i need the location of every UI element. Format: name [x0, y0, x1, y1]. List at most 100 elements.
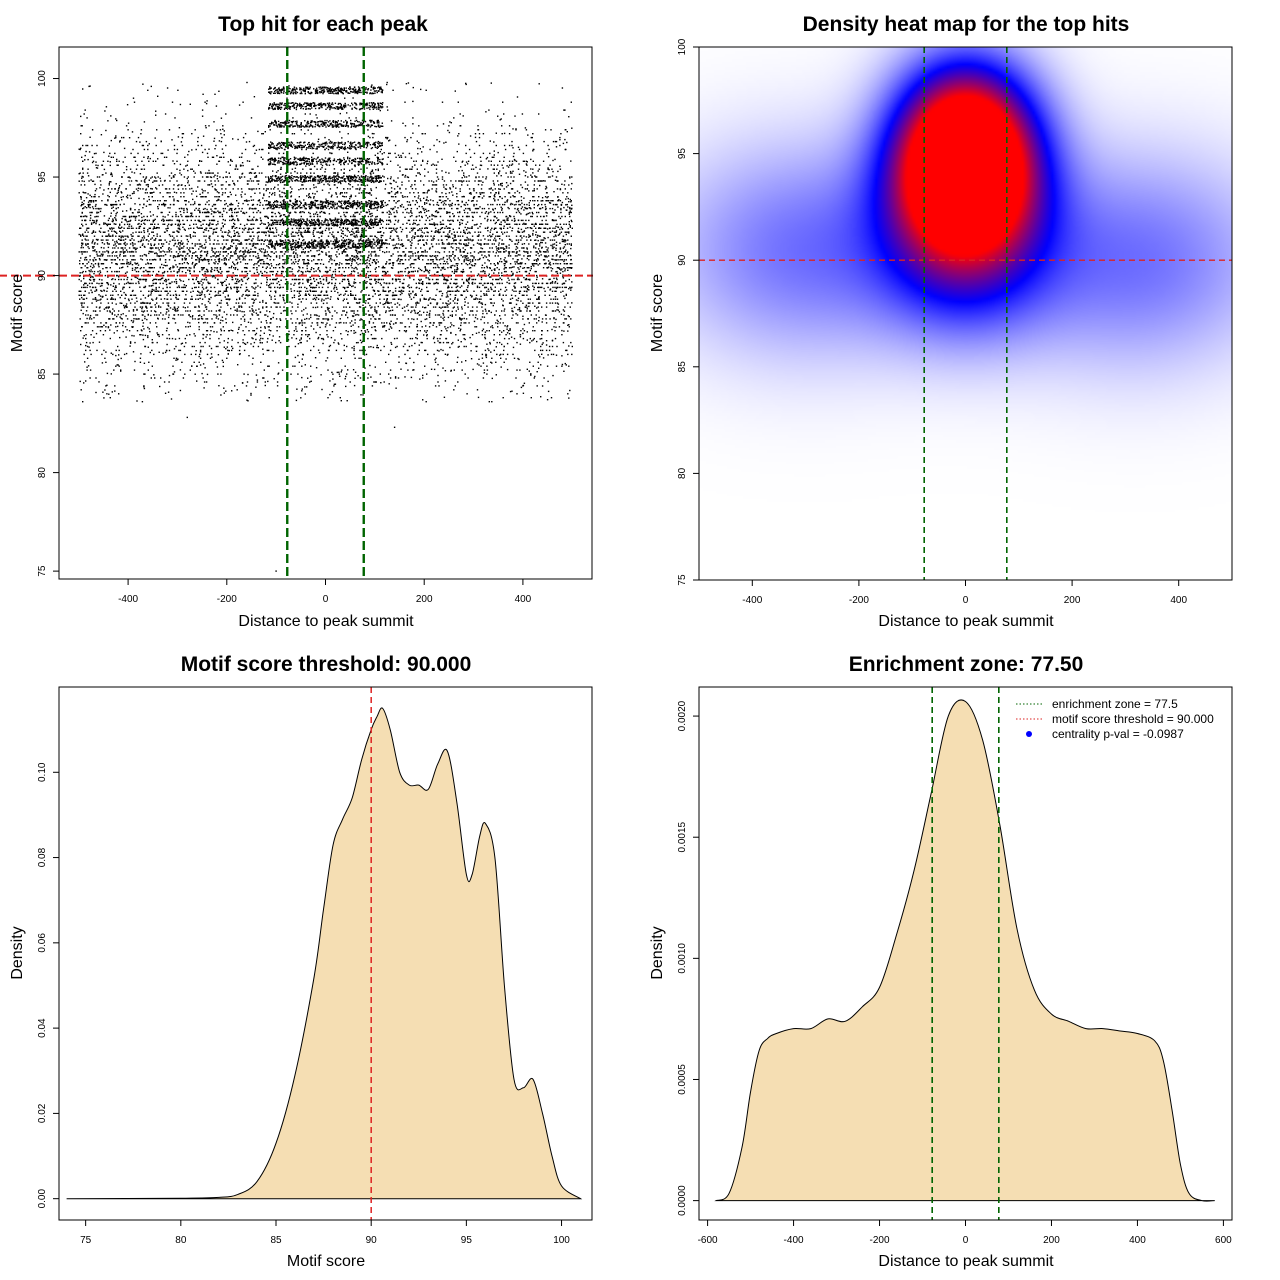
scatter-point — [565, 223, 567, 225]
scatter-point — [174, 259, 176, 262]
scatter-point — [177, 136, 180, 138]
scatter-point — [283, 207, 285, 210]
scatter-point — [291, 227, 294, 230]
scatter-point — [205, 227, 208, 229]
scatter-point — [510, 274, 512, 277]
scatter-point — [197, 140, 199, 143]
scatter-point — [221, 235, 223, 237]
scatter-point — [148, 198, 150, 201]
scatter-point — [450, 260, 452, 262]
scatter-point — [532, 196, 534, 198]
scatter-point — [88, 247, 90, 250]
scatter-point — [464, 176, 466, 178]
scatter-point — [528, 202, 530, 204]
scatter-point — [561, 283, 564, 285]
scatter-point — [518, 268, 520, 270]
scatter-point — [139, 361, 142, 363]
scatter-point — [302, 271, 304, 273]
scatter-point — [448, 242, 450, 244]
scatter-point — [466, 264, 469, 266]
scatter-point — [547, 390, 550, 393]
scatter-point — [492, 278, 494, 281]
scatter-point — [498, 242, 500, 244]
scatter-point — [114, 217, 116, 219]
scatter-point — [503, 219, 505, 222]
scatter-point — [149, 322, 151, 324]
scatter-point — [409, 241, 412, 243]
scatter-point — [488, 109, 490, 111]
scatter-point — [158, 290, 160, 292]
scatter-point — [163, 200, 166, 202]
scatter-point — [81, 180, 83, 182]
scatter-point — [331, 233, 333, 236]
scatter-point — [544, 294, 546, 296]
scatter-point — [270, 296, 272, 298]
scatter-point — [374, 255, 376, 257]
scatter-point — [432, 298, 435, 300]
scatter-point — [128, 225, 130, 227]
scatter-point — [273, 312, 275, 315]
scatter-point — [338, 343, 340, 345]
scatter-point — [315, 286, 317, 289]
scatter-point — [470, 200, 473, 202]
scatter-point — [496, 353, 498, 356]
scatter-point — [500, 366, 502, 368]
scatter-point — [216, 200, 218, 202]
scatter-point — [448, 211, 450, 214]
scatter-point — [352, 97, 354, 99]
scatter-point — [487, 243, 490, 245]
scatter-point — [478, 243, 480, 245]
scatter-point — [264, 326, 266, 328]
scatter-point — [319, 294, 322, 296]
scatter-point — [116, 240, 118, 242]
scatter-point — [143, 253, 146, 256]
scatter-point — [181, 263, 184, 265]
scatter-point — [257, 165, 259, 168]
scatter-point — [346, 112, 348, 114]
scatter-point — [258, 239, 261, 242]
scatter-point — [273, 252, 275, 254]
scatter-point — [461, 285, 463, 287]
scatter-point — [199, 294, 202, 296]
scatter-point — [329, 269, 331, 271]
scatter-point — [198, 286, 200, 288]
scatter-point — [341, 252, 343, 255]
scatter-point — [539, 164, 541, 166]
scatter-point — [520, 219, 523, 222]
scatter-point — [334, 273, 337, 276]
scatter-point — [129, 184, 131, 186]
scatter-point — [270, 306, 272, 308]
scatter-point — [389, 152, 391, 155]
scatter-point — [387, 301, 389, 303]
scatter-point — [282, 286, 284, 289]
scatter-point — [82, 401, 84, 403]
scatter-point — [365, 300, 367, 302]
scatter-point — [237, 328, 240, 330]
scatter-point — [489, 343, 491, 345]
scatter-point — [85, 344, 87, 347]
scatter-point — [350, 239, 352, 241]
scatter-point — [347, 316, 349, 319]
scatter-point — [563, 259, 566, 261]
scatter-point — [168, 349, 171, 352]
scatter-point — [514, 159, 516, 162]
scatter-point — [265, 189, 267, 192]
scatter-point — [463, 231, 465, 233]
scatter-point — [343, 306, 345, 308]
scatter-point — [354, 227, 356, 229]
scatter-point — [98, 341, 101, 343]
scatter-point — [506, 218, 508, 220]
scatter-point — [252, 287, 255, 289]
scatter-point — [86, 263, 88, 265]
scatter-point — [482, 328, 485, 330]
scatter-point — [160, 180, 162, 182]
scatter-point — [440, 223, 443, 225]
scatter-point — [525, 214, 528, 216]
scatter-point — [397, 251, 399, 253]
scatter-point — [464, 211, 466, 214]
scatter-point — [517, 231, 520, 233]
scatter-point — [210, 296, 212, 299]
scatter-point — [547, 260, 550, 262]
scatter-point — [235, 245, 237, 247]
scatter-point — [246, 160, 249, 162]
